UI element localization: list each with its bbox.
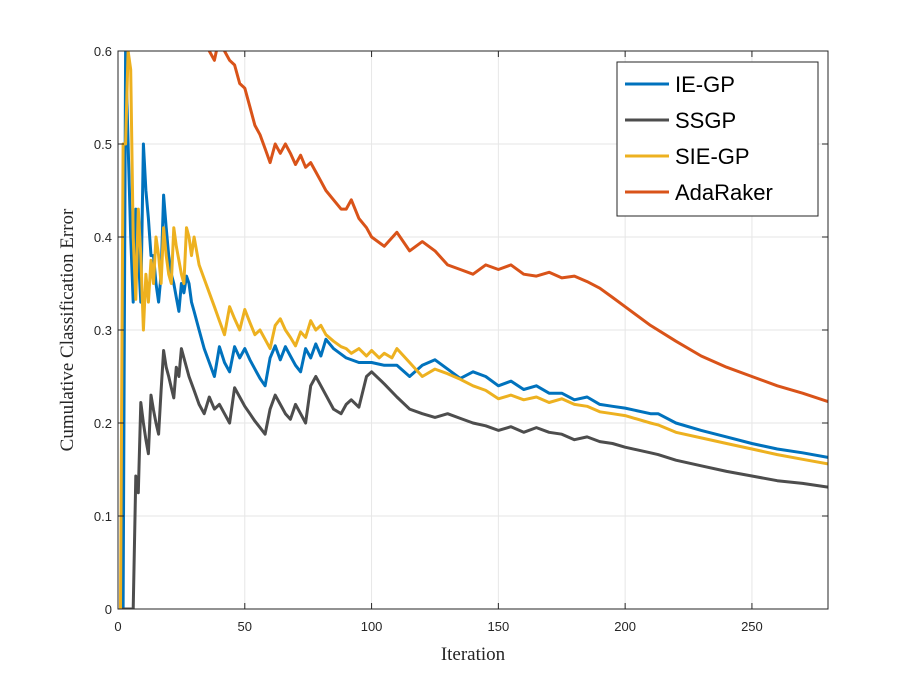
axis-ticks — [117, 50, 828, 610]
x-tick-label: 0 — [114, 619, 121, 634]
y-axis-label: Cumulative Classification Error — [57, 208, 78, 451]
legend-box — [616, 61, 819, 217]
y-tick-label: 0.4 — [94, 230, 112, 245]
grid — [117, 50, 828, 610]
legend-label-sie-gp: SIE-GP — [675, 144, 750, 169]
x-tick-label: 100 — [361, 619, 383, 634]
series-line-ie-gp — [119, 51, 828, 609]
legend-label-ssgp: SSGP — [675, 108, 736, 133]
series-line-adaraker — [207, 51, 828, 404]
x-tick-label: 50 — [238, 619, 252, 634]
y-tick-label: 0.1 — [94, 509, 112, 524]
x-tick-labels: 0 50 100 150 200 250 — [114, 619, 762, 634]
y-tick-label: 0.2 — [94, 416, 112, 431]
y-tick-label: 0.3 — [94, 323, 112, 338]
series-line-sie-gp — [119, 51, 828, 609]
legend-label-ie-gp: IE-GP — [675, 72, 735, 97]
y-tick-label: 0.6 — [94, 44, 112, 59]
y-tick-labels: 0 0.1 0.2 0.3 0.4 0.5 0.6 — [94, 44, 112, 617]
y-tick-label: 0.5 — [94, 137, 112, 152]
x-axis-label: Iteration — [441, 644, 506, 665]
y-tick-label: 0 — [105, 602, 112, 617]
legend: IE-GP SSGP SIE-GP AdaRaker — [616, 61, 819, 217]
series-layer — [119, 51, 828, 609]
series-line-ssgp — [119, 347, 828, 609]
x-tick-label: 150 — [488, 619, 510, 634]
x-tick-label: 200 — [614, 619, 636, 634]
x-tick-label: 250 — [741, 619, 763, 634]
legend-label-adaraker: AdaRaker — [675, 180, 773, 205]
